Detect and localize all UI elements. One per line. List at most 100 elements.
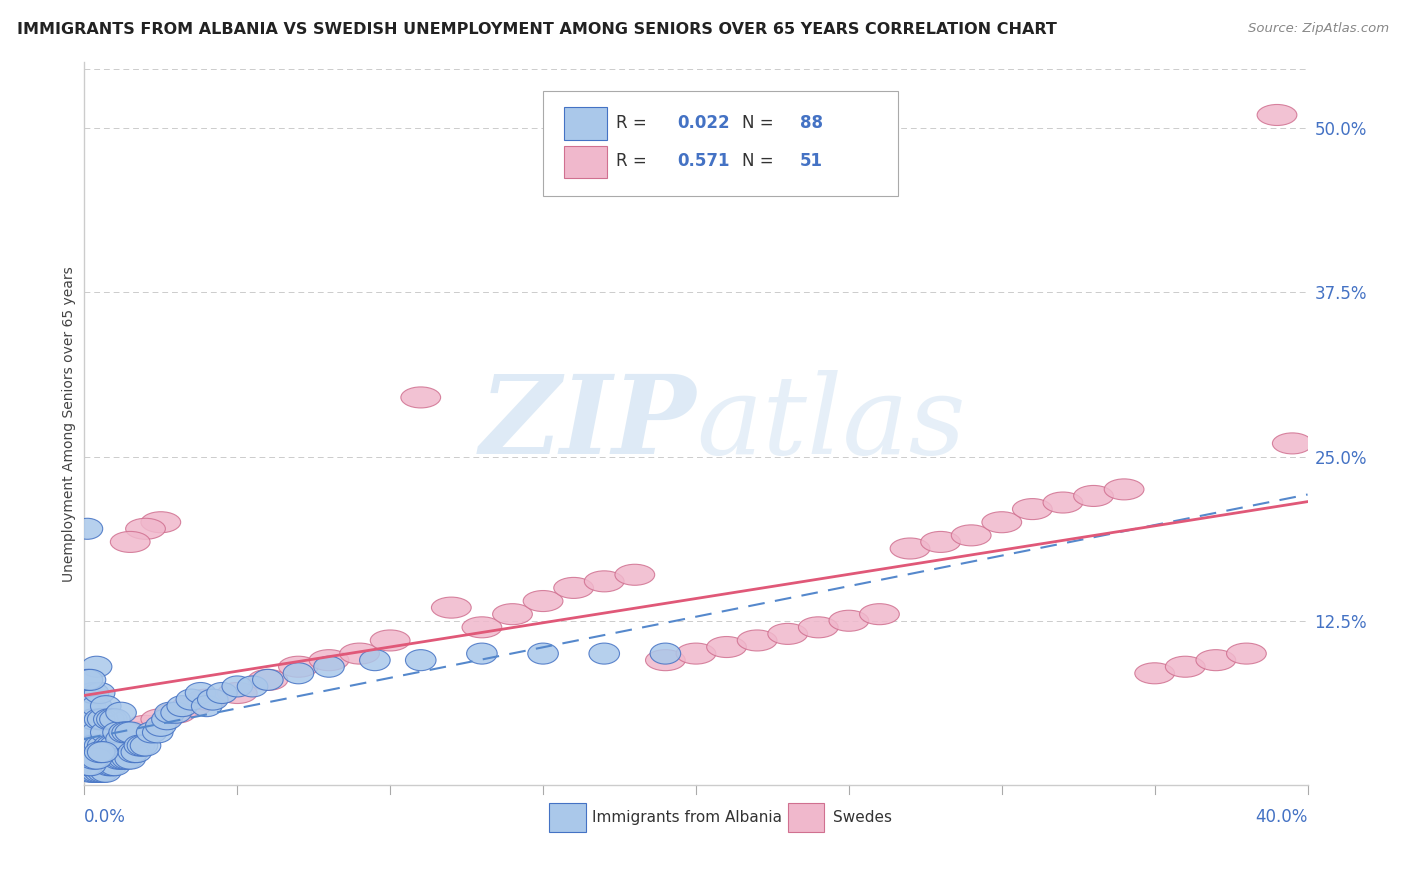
Ellipse shape (463, 616, 502, 638)
Y-axis label: Unemployment Among Seniors over 65 years: Unemployment Among Seniors over 65 years (62, 266, 76, 582)
Ellipse shape (981, 512, 1022, 533)
Ellipse shape (84, 682, 115, 704)
Ellipse shape (108, 748, 139, 769)
Ellipse shape (82, 748, 112, 769)
Ellipse shape (1074, 485, 1114, 507)
FancyBboxPatch shape (550, 803, 586, 832)
Ellipse shape (72, 755, 103, 776)
Ellipse shape (799, 616, 838, 638)
Ellipse shape (105, 702, 136, 723)
Ellipse shape (120, 722, 159, 743)
Ellipse shape (94, 755, 124, 776)
Ellipse shape (75, 761, 105, 782)
Ellipse shape (80, 741, 120, 763)
Ellipse shape (1272, 433, 1312, 454)
Ellipse shape (75, 722, 105, 743)
Ellipse shape (82, 657, 112, 677)
Ellipse shape (952, 524, 991, 546)
Ellipse shape (253, 669, 283, 690)
Ellipse shape (921, 532, 960, 552)
Text: 40.0%: 40.0% (1256, 808, 1308, 827)
Text: Source: ZipAtlas.com: Source: ZipAtlas.com (1249, 22, 1389, 36)
Text: 51: 51 (800, 153, 823, 170)
Ellipse shape (84, 761, 115, 782)
Ellipse shape (82, 735, 112, 756)
Ellipse shape (191, 696, 222, 716)
Ellipse shape (152, 709, 183, 730)
Ellipse shape (84, 748, 115, 769)
Ellipse shape (97, 735, 127, 756)
Ellipse shape (79, 735, 108, 756)
Ellipse shape (112, 722, 142, 743)
Ellipse shape (146, 715, 176, 737)
Ellipse shape (1166, 657, 1205, 677)
Ellipse shape (82, 696, 112, 716)
Ellipse shape (160, 702, 191, 723)
Text: N =: N = (742, 114, 779, 132)
Ellipse shape (103, 722, 134, 743)
Ellipse shape (90, 741, 121, 763)
Ellipse shape (75, 748, 105, 769)
Ellipse shape (218, 682, 257, 704)
Ellipse shape (105, 748, 136, 769)
Ellipse shape (118, 741, 149, 763)
Text: atlas: atlas (696, 370, 966, 477)
Ellipse shape (96, 735, 135, 756)
Ellipse shape (340, 643, 380, 665)
Ellipse shape (84, 735, 115, 756)
Ellipse shape (197, 689, 228, 710)
Ellipse shape (79, 748, 108, 769)
Text: N =: N = (742, 153, 779, 170)
Ellipse shape (112, 748, 142, 769)
Ellipse shape (82, 748, 112, 769)
FancyBboxPatch shape (564, 145, 606, 178)
Ellipse shape (167, 696, 197, 716)
Ellipse shape (467, 643, 498, 665)
Ellipse shape (72, 702, 103, 723)
Ellipse shape (768, 624, 807, 644)
Ellipse shape (97, 709, 127, 730)
Ellipse shape (100, 735, 131, 756)
FancyBboxPatch shape (543, 91, 898, 196)
Ellipse shape (156, 702, 195, 723)
Ellipse shape (124, 735, 155, 756)
Ellipse shape (186, 682, 217, 704)
Ellipse shape (103, 748, 134, 769)
Ellipse shape (89, 735, 129, 756)
Ellipse shape (90, 696, 121, 716)
Ellipse shape (115, 722, 146, 743)
Ellipse shape (645, 649, 685, 671)
Ellipse shape (1226, 643, 1267, 665)
Ellipse shape (110, 532, 150, 552)
Ellipse shape (82, 761, 112, 782)
Ellipse shape (136, 722, 167, 743)
Ellipse shape (554, 577, 593, 599)
Ellipse shape (79, 761, 108, 782)
Ellipse shape (105, 729, 136, 749)
Ellipse shape (82, 722, 112, 743)
Ellipse shape (100, 755, 131, 776)
Ellipse shape (75, 735, 105, 756)
Text: Swedes: Swedes (832, 810, 891, 825)
Ellipse shape (314, 657, 344, 677)
Ellipse shape (614, 565, 655, 585)
FancyBboxPatch shape (787, 803, 824, 832)
Ellipse shape (75, 669, 105, 690)
Ellipse shape (101, 729, 141, 749)
Ellipse shape (432, 597, 471, 618)
Ellipse shape (707, 637, 747, 657)
Text: 88: 88 (800, 114, 823, 132)
Ellipse shape (247, 669, 288, 690)
Ellipse shape (1257, 104, 1296, 126)
Ellipse shape (87, 761, 118, 782)
Text: R =: R = (616, 153, 652, 170)
Ellipse shape (87, 735, 118, 756)
Ellipse shape (405, 649, 436, 671)
Text: R =: R = (616, 114, 652, 132)
Text: ZIP: ZIP (479, 370, 696, 477)
Ellipse shape (79, 748, 108, 769)
Ellipse shape (141, 709, 181, 730)
Ellipse shape (141, 512, 181, 533)
Ellipse shape (127, 735, 157, 756)
Ellipse shape (1135, 663, 1174, 684)
